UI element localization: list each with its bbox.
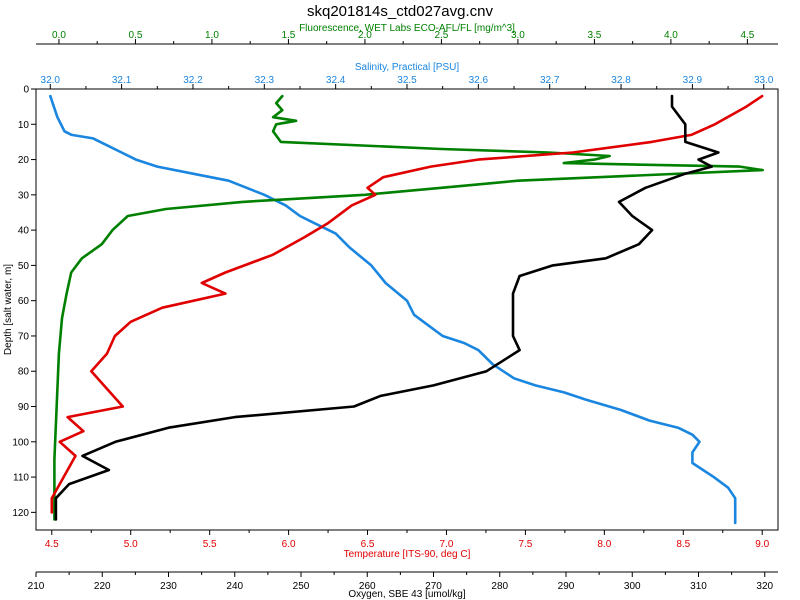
- fluorescence-profile-line: [53, 94, 765, 521]
- fluorescence-tick-label-0: 0.0: [52, 30, 66, 41]
- salinity-tick-label-3: 32.3: [255, 75, 275, 86]
- salinity-tick-label-7: 32.7: [540, 75, 560, 86]
- fluorescence-axis-title: Fluorescence, WET Labs ECO-AFL/FL [mg/m^…: [299, 23, 515, 34]
- y-tick-label-8: 80: [18, 367, 30, 378]
- oxygen-tick-label-4: 250: [293, 581, 310, 592]
- oxygen-tick-label-5: 260: [359, 581, 376, 592]
- y-tick-label-12: 120: [12, 508, 29, 519]
- salinity-tick-label-2: 32.2: [183, 75, 203, 86]
- fluorescence-tick-label-2: 1.0: [205, 30, 219, 41]
- oxygen-tick-label-1: 220: [94, 581, 111, 592]
- y-tick-label-10: 100: [12, 437, 29, 448]
- temperature-tick-label-8: 8.5: [676, 539, 690, 550]
- plot-frame: [35, 88, 779, 531]
- y-tick-label-1: 10: [18, 120, 30, 131]
- temperature-tick-label-3: 6.0: [282, 539, 296, 550]
- salinity-profile-line: [48, 94, 737, 525]
- temperature-tick-label-0: 4.5: [45, 539, 59, 550]
- salinity-tick-label-10: 33.0: [754, 75, 774, 86]
- temperature-axis-title: Temperature [ITS-90, deg C]: [344, 549, 471, 560]
- temperature-tick-label-1: 5.0: [124, 539, 138, 550]
- salinity-tick-label-5: 32.5: [397, 75, 417, 86]
- oxygen-tick-label-2: 230: [160, 581, 177, 592]
- temperature-tick-label-6: 7.5: [518, 539, 532, 550]
- temperature-axis: 4.5 5.0 5.5 6.0 6.5 7.0 7.5 8.0 8.5 9.0 Temperatur…: [36, 529, 778, 560]
- salinity-tick-label-4: 32.4: [326, 75, 346, 86]
- oxygen-axis-title: Oxygen, SBE 43 [umol/kg]: [348, 589, 466, 600]
- temperature-profile-line: [50, 94, 764, 514]
- temperature-tick-label-4: 6.5: [361, 539, 375, 550]
- y-tick-label-6: 60: [18, 296, 30, 307]
- salinity-axis: 32.0 32.1 32.2 32.3 32.4 32.5 32.6 32.7 32.8 32.9…: [36, 62, 778, 90]
- oxygen-tick-label-7: 280: [491, 581, 508, 592]
- fluorescence-tick-label-7: 3.5: [587, 30, 601, 41]
- salinity-axis-title: Salinity, Practical [PSU]: [355, 62, 460, 73]
- series-layer: [48, 94, 765, 525]
- oxygen-tick-label-6: 270: [425, 581, 442, 592]
- temperature-tick-label-5: 7.0: [440, 539, 454, 550]
- oxygen-profile-line: [54, 94, 720, 521]
- y-tick-label-7: 70: [18, 331, 30, 342]
- y-tick-label-2: 20: [18, 155, 30, 166]
- chart-title: skq201814s_ctd027avg.cnv: [307, 3, 493, 20]
- salinity-tick-label-6: 32.6: [469, 75, 489, 86]
- oxygen-tick-label-8: 290: [558, 581, 575, 592]
- fluorescence-tick-label-4: 2.0: [358, 30, 372, 41]
- oxygen-tick-label-3: 240: [226, 581, 243, 592]
- oxygen-tick-label-10: 310: [690, 581, 707, 592]
- fluorescence-axis: 0.0 0.5 1.0 1.5 2.0 2.5 3.0 3.5 4.0 4.5 Fluorescen…: [36, 23, 778, 45]
- salinity-tick-label-1: 32.1: [112, 75, 132, 86]
- oxygen-tick-label-0: 210: [28, 581, 45, 592]
- oxygen-tick-label-11: 320: [756, 581, 773, 592]
- y-tick-label-4: 40: [18, 226, 30, 237]
- fluorescence-tick-label-1: 0.5: [128, 30, 142, 41]
- y-axis-title: Depth [salt water, m]: [3, 264, 14, 355]
- y-tick-label-5: 50: [18, 261, 30, 272]
- salinity-tick-label-0: 32.0: [41, 75, 61, 86]
- axes-layer: 0 10 20 30 40 50 60 70 80 90 100 110 120 Depth [salt …: [3, 23, 778, 600]
- fluorescence-tick-label-8: 4.0: [664, 30, 678, 41]
- fluorescence-tick-label-5: 2.5: [434, 30, 448, 41]
- oxygen-axis: 210 220 230 240 250 260 270 280 290 300 310 320 Oxyg…: [28, 571, 778, 600]
- fluorescence-tick-label-6: 3.0: [511, 30, 525, 41]
- y-tick-label-11: 110: [13, 473, 29, 484]
- salinity-tick-label-8: 32.8: [611, 75, 631, 86]
- y-tick-label-3: 30: [18, 190, 30, 201]
- y-tick-label-9: 90: [18, 402, 30, 413]
- oxygen-tick-label-9: 300: [624, 581, 641, 592]
- temperature-tick-label-9: 9.0: [755, 539, 769, 550]
- y-tick-label-0: 0: [23, 85, 29, 96]
- temperature-tick-label-2: 5.5: [203, 539, 217, 550]
- salinity-tick-label-9: 32.9: [683, 75, 703, 86]
- fluorescence-tick-label-9: 4.5: [740, 30, 754, 41]
- fluorescence-tick-label-3: 1.5: [281, 30, 295, 41]
- temperature-tick-label-7: 8.0: [597, 539, 611, 550]
